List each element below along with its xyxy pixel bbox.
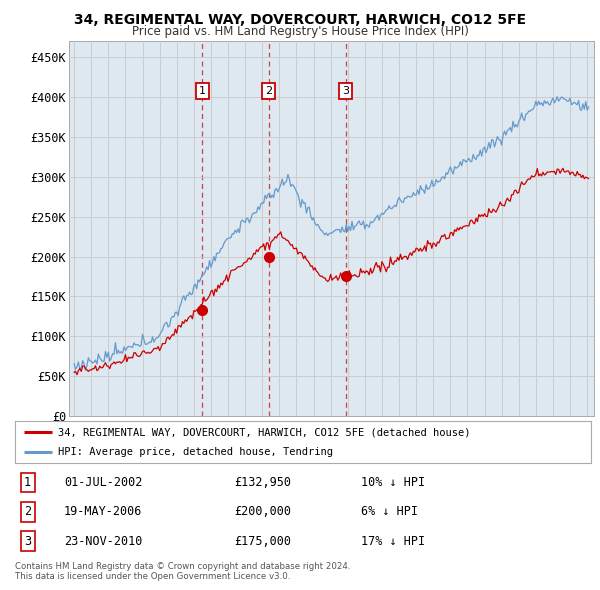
- Text: £175,000: £175,000: [234, 535, 291, 548]
- Text: 2: 2: [24, 505, 31, 519]
- Text: £132,950: £132,950: [234, 476, 291, 489]
- Text: 3: 3: [24, 535, 31, 548]
- Text: Price paid vs. HM Land Registry's House Price Index (HPI): Price paid vs. HM Land Registry's House …: [131, 25, 469, 38]
- Text: 10% ↓ HPI: 10% ↓ HPI: [361, 476, 425, 489]
- Text: 19-MAY-2006: 19-MAY-2006: [64, 505, 142, 519]
- Text: HPI: Average price, detached house, Tendring: HPI: Average price, detached house, Tend…: [58, 447, 333, 457]
- Text: 2: 2: [265, 86, 272, 96]
- Text: Contains HM Land Registry data © Crown copyright and database right 2024.
This d: Contains HM Land Registry data © Crown c…: [15, 562, 350, 581]
- Text: 17% ↓ HPI: 17% ↓ HPI: [361, 535, 425, 548]
- Text: 34, REGIMENTAL WAY, DOVERCOURT, HARWICH, CO12 5FE: 34, REGIMENTAL WAY, DOVERCOURT, HARWICH,…: [74, 13, 526, 27]
- Text: 3: 3: [342, 86, 349, 96]
- Text: 34, REGIMENTAL WAY, DOVERCOURT, HARWICH, CO12 5FE (detached house): 34, REGIMENTAL WAY, DOVERCOURT, HARWICH,…: [58, 427, 471, 437]
- Text: £200,000: £200,000: [234, 505, 291, 519]
- Text: 01-JUL-2002: 01-JUL-2002: [64, 476, 142, 489]
- Text: 1: 1: [199, 86, 206, 96]
- Text: 6% ↓ HPI: 6% ↓ HPI: [361, 505, 418, 519]
- Text: 1: 1: [24, 476, 31, 489]
- Text: 23-NOV-2010: 23-NOV-2010: [64, 535, 142, 548]
